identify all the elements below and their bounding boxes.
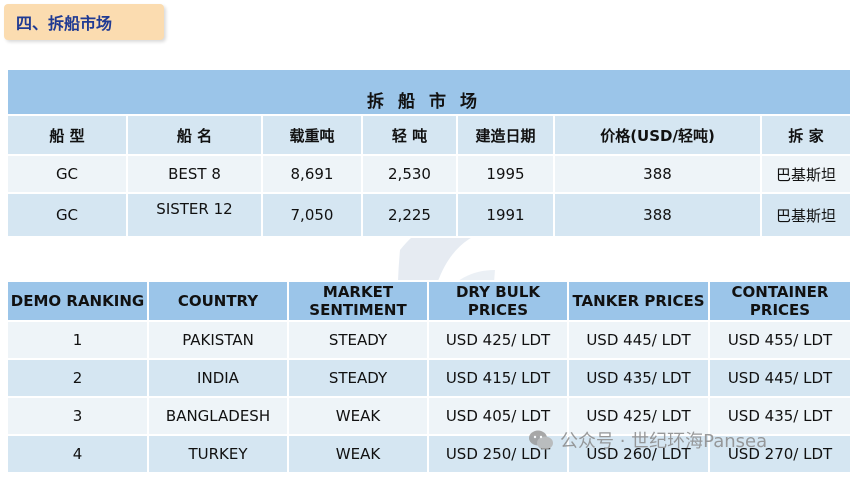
table-cell: 1: [6, 320, 149, 360]
table-cell: TURKEY: [147, 434, 289, 474]
header-cell: 船 型: [6, 114, 128, 156]
table-cell: 388: [553, 192, 762, 238]
table-cell: 1995: [456, 154, 555, 194]
table-cell: USD 260/ LDT: [567, 434, 710, 474]
table-cell: 2: [6, 358, 149, 398]
table-cell: 4: [6, 434, 149, 474]
table-cell: USD 445/ LDT: [708, 358, 852, 398]
table-cell: SISTER 12: [126, 192, 263, 238]
table-cell: WEAK: [287, 396, 429, 436]
table-row: GC BEST 8 8,691 2,530 1995 388 巴基斯坦: [6, 154, 852, 194]
table-cell: 2,530: [361, 154, 458, 194]
table-row: 2 INDIA STEADY USD 415/ LDT USD 435/ LDT…: [6, 358, 852, 398]
table-cell: GC: [6, 154, 128, 194]
table-cell: 3: [6, 396, 149, 436]
table-cell: 388: [553, 154, 762, 194]
table-cell: USD 415/ LDT: [427, 358, 569, 398]
header-cell: DEMO RANKING: [6, 280, 149, 322]
table-cell: BEST 8: [126, 154, 263, 194]
table-row: GC SISTER 12 7,050 2,225 1991 388 巴基斯坦: [6, 192, 852, 238]
table-cell: GC: [6, 192, 128, 238]
table-cell: WEAK: [287, 434, 429, 474]
table-cell: USD 435/ LDT: [708, 396, 852, 436]
scrap-table-caption: 拆船市场: [6, 68, 852, 116]
table-cell: USD 405/ LDT: [427, 396, 569, 436]
table-row: 1 PAKISTAN STEADY USD 425/ LDT USD 445/ …: [6, 320, 852, 360]
header-cell: 建造日期: [456, 114, 555, 156]
table-cell: USD 425/ LDT: [567, 396, 710, 436]
wechat-icon: [529, 430, 553, 450]
header-cell: 价格(USD/轻吨): [553, 114, 762, 156]
table-cell: PAKISTAN: [147, 320, 289, 360]
table-cell: USD 435/ LDT: [567, 358, 710, 398]
header-cell: 载重吨: [261, 114, 363, 156]
table-cell: 巴基斯坦: [760, 154, 852, 194]
table-cell: STEADY: [287, 320, 429, 360]
header-cell: COUNTRY: [147, 280, 289, 322]
demo-ranking-table: DEMO RANKING COUNTRY MARKET SENTIMENT DR…: [6, 280, 852, 474]
table-cell: STEADY: [287, 358, 429, 398]
table-cell: BANGLADESH: [147, 396, 289, 436]
table-cell: 2,225: [361, 192, 458, 238]
table-cell: INDIA: [147, 358, 289, 398]
watermark-text: 公众号 · 世纪环海Pansea: [560, 431, 768, 452]
header-cell: 船 名: [126, 114, 263, 156]
table-cell: USD 425/ LDT: [427, 320, 569, 360]
table-cell: 7,050: [261, 192, 363, 238]
table-cell: USD 270/ LDT: [708, 434, 852, 474]
header-cell: 轻 吨: [361, 114, 458, 156]
scrap-market-table: 拆船市场 船 型 船 名 载重吨 轻 吨 建造日期 价格(USD/轻吨) 拆 家…: [6, 68, 852, 238]
header-cell: CONTAINER PRICES: [708, 280, 852, 322]
table-cell: 8,691: [261, 154, 363, 194]
header-cell: MARKET SENTIMENT: [287, 280, 429, 322]
table-cell: 1991: [456, 192, 555, 238]
table-row: 3 BANGLADESH WEAK USD 405/ LDT USD 425/ …: [6, 396, 852, 436]
table-cell: 巴基斯坦: [760, 192, 852, 238]
header-cell: 拆 家: [760, 114, 852, 156]
header-cell: TANKER PRICES: [567, 280, 710, 322]
section-title: 四、拆船市场: [4, 4, 164, 40]
wechat-watermark: 公众号 · 世纪环海Pansea: [528, 426, 767, 454]
table-cell: USD 455/ LDT: [708, 320, 852, 360]
header-cell: DRY BULK PRICES: [427, 280, 569, 322]
table-cell: USD 445/ LDT: [567, 320, 710, 360]
